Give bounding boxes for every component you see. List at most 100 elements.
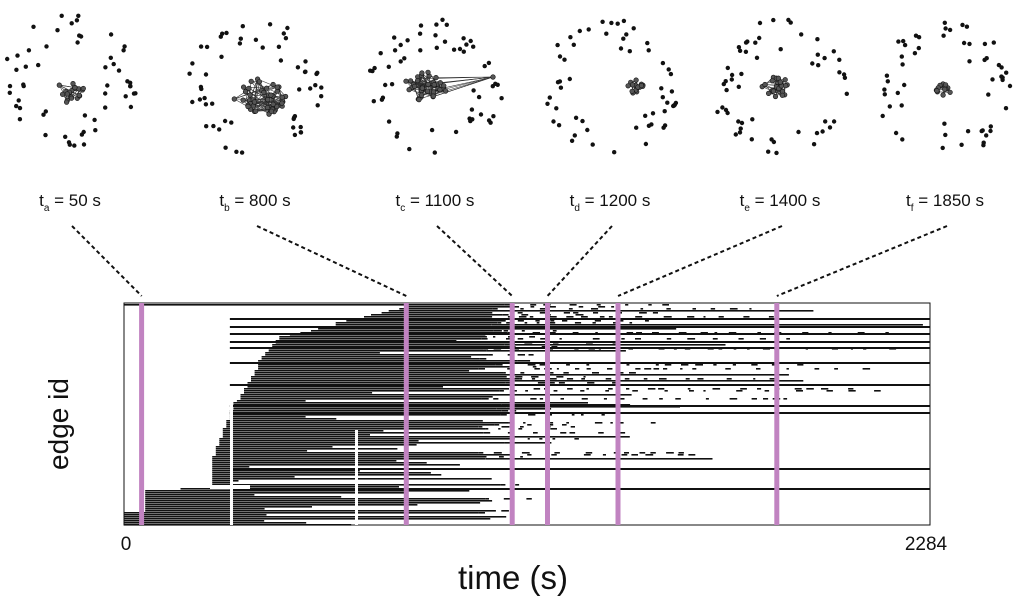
- cluster-node: [63, 99, 70, 105]
- activity-row: [261, 356, 472, 358]
- isolated-node: [59, 13, 64, 18]
- activity-dot: [539, 312, 547, 314]
- isolated-node: [810, 61, 815, 66]
- cluster-node: [490, 74, 496, 80]
- isolated-node: [471, 44, 476, 49]
- activity-row: [124, 522, 307, 524]
- activity-row: [124, 512, 479, 514]
- activity-dot: [680, 368, 683, 370]
- isolated-node: [74, 18, 80, 23]
- activity-dot: [549, 414, 552, 416]
- activity-dot: [794, 388, 802, 390]
- activity-dot: [605, 378, 612, 380]
- isolated-node: [128, 104, 134, 110]
- activity-row: [251, 376, 501, 378]
- cluster-node: [256, 79, 263, 85]
- activity-dot: [501, 426, 510, 428]
- isolated-node: [1007, 83, 1013, 89]
- activity-row: [145, 492, 406, 494]
- activity-dot: [749, 308, 752, 310]
- activity-dot: [529, 316, 534, 318]
- isolated-node: [816, 62, 821, 68]
- isolated-node: [940, 145, 945, 151]
- isolated-node: [210, 101, 215, 106]
- isolated-node: [645, 40, 650, 46]
- network-edge: [249, 94, 283, 98]
- activity-row: [482, 310, 814, 312]
- isolated-node: [26, 48, 32, 53]
- isolated-node: [569, 138, 575, 143]
- isolated-node: [900, 137, 905, 142]
- isolated-node: [991, 40, 996, 45]
- cluster-node: [246, 85, 252, 91]
- isolated-node: [738, 126, 743, 131]
- time-marker-e: [615, 303, 621, 525]
- activity-row: [478, 436, 630, 438]
- isolated-node: [14, 103, 19, 109]
- cluster-node: [942, 86, 948, 92]
- isolated-node: [916, 35, 922, 40]
- cluster-node: [64, 91, 70, 97]
- activity-row: [145, 502, 481, 504]
- activity-dot: [848, 388, 854, 390]
- isolated-node: [78, 34, 84, 39]
- activity-dot: [757, 388, 762, 390]
- snapshot-label-e: te = 1400 s: [740, 191, 821, 214]
- activity-dot: [552, 330, 557, 332]
- activity-row: [279, 336, 480, 338]
- activity-row: [258, 360, 518, 362]
- cluster-node: [416, 96, 422, 103]
- activity-dot: [506, 322, 512, 324]
- isolated-node: [736, 45, 742, 50]
- isolated-node: [122, 44, 127, 49]
- activity-dot: [586, 388, 589, 390]
- activity-dot: [501, 320, 506, 322]
- activity-dot: [692, 368, 697, 370]
- isolated-node: [988, 124, 993, 129]
- activity-row: [514, 380, 804, 382]
- activity-dot: [495, 364, 503, 366]
- snapshot-label-b: tb = 800 s: [219, 191, 290, 214]
- isolated-node: [17, 117, 23, 122]
- isolated-node: [612, 150, 617, 155]
- activity-row: [254, 372, 504, 374]
- isolated-node: [222, 118, 228, 124]
- isolated-node: [133, 91, 138, 96]
- activity-dot: [594, 422, 603, 424]
- activity-row: [335, 324, 492, 326]
- isolated-node: [211, 123, 216, 129]
- cluster-node: [437, 87, 443, 93]
- activity-dot: [539, 364, 546, 366]
- activity-dot: [521, 452, 530, 454]
- cluster-node: [779, 92, 786, 98]
- isolated-node: [224, 30, 229, 36]
- activity-dot: [479, 336, 487, 338]
- activity-row: [486, 350, 626, 352]
- isolated-node: [116, 68, 122, 73]
- activity-dot: [578, 306, 584, 308]
- isolated-node: [745, 39, 750, 44]
- activity-dot: [593, 312, 599, 314]
- activity-dot: [478, 512, 485, 514]
- cluster-node: [419, 85, 425, 91]
- activity-row: [514, 328, 677, 330]
- time-marker-b: [403, 303, 409, 525]
- activity-dot: [695, 364, 703, 366]
- isolated-node: [405, 38, 410, 43]
- activity-dot: [757, 332, 761, 334]
- cluster-node: [253, 108, 259, 114]
- activity-dot: [581, 316, 588, 318]
- isolated-node: [407, 146, 412, 152]
- activity-dot: [560, 432, 567, 434]
- activity-dot: [703, 316, 706, 318]
- isolated-node: [943, 132, 948, 138]
- isolated-node: [967, 41, 972, 47]
- activity-row: [212, 456, 481, 458]
- activity-dot: [592, 338, 600, 340]
- activity-dot: [550, 428, 557, 430]
- activity-row: [145, 508, 265, 510]
- activity-dot: [489, 312, 493, 314]
- isolated-node: [123, 94, 128, 99]
- activity-dot: [677, 454, 684, 456]
- activity-row: [145, 494, 255, 496]
